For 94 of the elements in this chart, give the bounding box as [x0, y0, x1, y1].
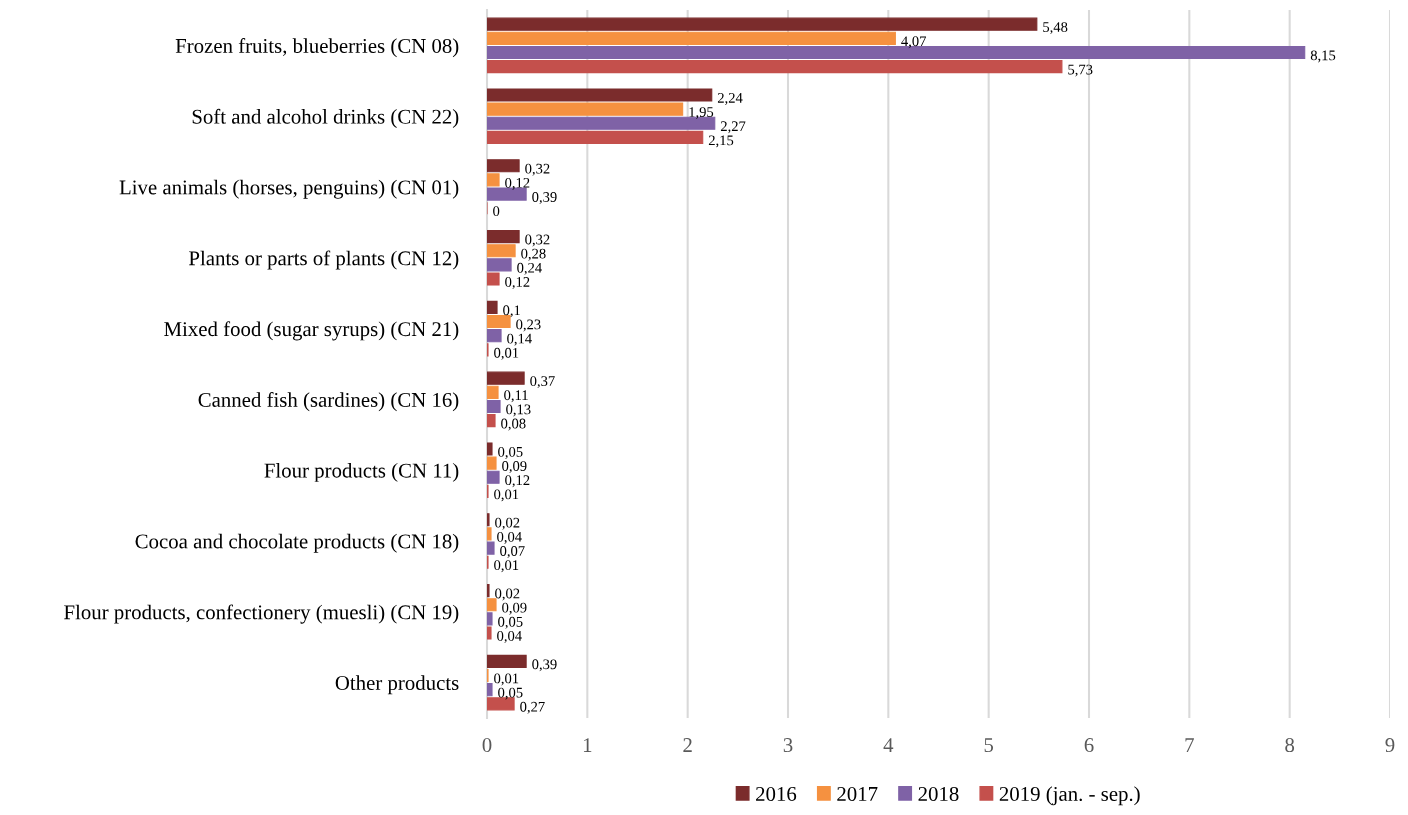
bar: [487, 541, 495, 555]
data-label: 0,11: [504, 390, 528, 403]
data-label: 0,39: [532, 192, 557, 204]
bar: [487, 654, 527, 668]
x-tick-label: 0: [482, 738, 492, 753]
data-label: 0,01: [494, 673, 519, 686]
x-tick-label: 5: [984, 738, 994, 753]
data-label: 0,12: [505, 277, 530, 289]
data-label: 0,09: [502, 602, 527, 615]
data-label: 0,14: [507, 333, 532, 346]
x-tick-label: 2: [683, 738, 692, 752]
y-tick-label: Cocoa and chocolate products (CN 18): [135, 533, 459, 553]
x-tick-label: 1: [583, 738, 592, 752]
bar: [487, 258, 512, 272]
data-label: 5,73: [1068, 64, 1093, 77]
data-label: 2,27: [720, 121, 746, 134]
bar: [487, 173, 500, 187]
bar: [487, 31, 896, 45]
data-label: 2,24: [717, 92, 743, 105]
bar: [487, 598, 497, 612]
data-label: 0,12: [505, 475, 530, 488]
x-tick-label: 7: [1185, 738, 1194, 752]
data-label: 0,04: [497, 631, 522, 643]
data-label: 0,28: [521, 248, 546, 261]
data-label: 0,01: [494, 347, 519, 360]
x-tick-label: 9: [1385, 738, 1395, 753]
bar: [487, 527, 492, 541]
x-tick-label: 6: [1084, 738, 1094, 753]
bar: [487, 102, 684, 116]
bar: [487, 612, 493, 626]
bar: [487, 17, 1038, 31]
data-label: 0,09: [502, 461, 527, 474]
data-label: 8,15: [1310, 50, 1336, 63]
y-tick-label: Plants or parts of plants (CN 12): [189, 250, 459, 270]
bar: [487, 371, 525, 385]
data-label: 0,32: [525, 163, 550, 176]
bar: [487, 399, 501, 414]
y-tick-label: Live animals (horses, penguins) (CN 01): [119, 179, 459, 199]
bar: [487, 130, 704, 145]
data-label: 0,07: [500, 546, 525, 558]
data-label: 0,01: [494, 489, 519, 502]
data-label: 0,24: [517, 262, 542, 275]
bar: [487, 329, 502, 343]
data-label: 5,48: [1043, 22, 1068, 35]
bar: [487, 229, 520, 244]
data-label: 0,32: [525, 234, 550, 247]
data-label: 0,05: [498, 616, 523, 629]
bar: [487, 159, 520, 173]
x-tick-label: 4: [883, 738, 894, 752]
y-tick-label: Frozen fruits, blueberries (CN 08): [175, 38, 459, 58]
y-tick-label: Flour products, confectionery (muesli) (CN 19): [64, 604, 459, 624]
data-label: 0,39: [532, 659, 557, 672]
data-label: 0: [493, 206, 500, 217]
bar: [487, 626, 492, 640]
data-label: 0,27: [520, 701, 545, 714]
data-label: 0,05: [498, 687, 523, 700]
data-label: 0,12: [505, 177, 530, 190]
bar: [487, 60, 1063, 74]
bar: [487, 414, 496, 428]
legend-label: 2016: [756, 786, 797, 801]
y-tick-label: Other products: [335, 675, 459, 695]
data-label: 0,04: [497, 531, 522, 544]
bar: [487, 683, 493, 697]
y-tick-label: Mixed food (sugar syrups) (CN 21): [164, 321, 459, 341]
data-label: 0,23: [516, 319, 541, 332]
data-label: 2,15: [708, 135, 734, 148]
bar: [487, 244, 516, 258]
data-label: 1,95: [689, 107, 714, 120]
data-label: 0,1: [503, 305, 520, 318]
data-label: 0,01: [494, 560, 519, 573]
bar: [487, 272, 500, 286]
y-tick-label: Flour products (CN 11): [264, 462, 459, 482]
data-label: 0,13: [506, 404, 531, 417]
bar: [487, 88, 713, 102]
data-label: 0,05: [498, 446, 523, 459]
y-tick-label: Soft and alcohol drinks (CN 22): [192, 108, 459, 128]
bar: [487, 456, 497, 470]
legend-label: 2017: [837, 786, 878, 801]
bar: [487, 442, 493, 456]
legend-label: 2019 (jan. - sep.): [999, 786, 1140, 806]
data-label: 0,08: [501, 418, 526, 431]
x-tick-label: 3: [783, 738, 793, 753]
data-label: 0,37: [530, 376, 555, 389]
bar: [487, 385, 499, 399]
data-label: 4,07: [901, 36, 927, 49]
bar: [487, 583, 490, 598]
bar: [487, 470, 500, 484]
bar: [487, 513, 490, 527]
data-label: 0,02: [495, 517, 520, 530]
data-label: 0,02: [495, 588, 520, 601]
x-tick-label: 8: [1285, 738, 1295, 753]
y-tick-label: Canned fish (sardines) (CN 16): [198, 392, 459, 412]
bar: [487, 300, 498, 314]
legend-label: 2018: [918, 786, 959, 801]
